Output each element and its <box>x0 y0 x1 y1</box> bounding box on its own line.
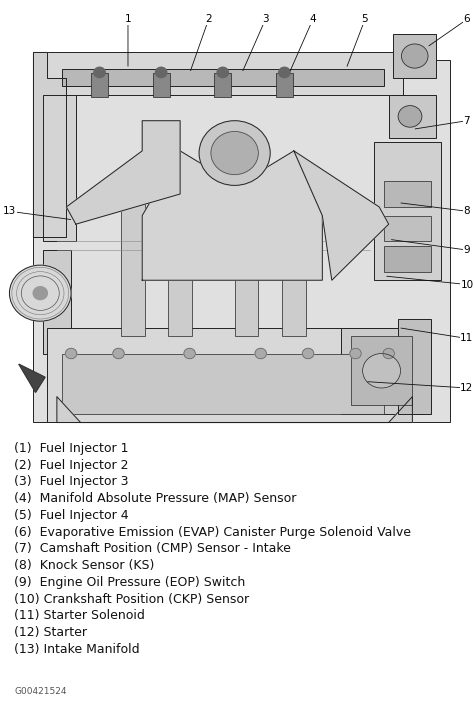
Bar <box>62 69 384 86</box>
Bar <box>62 353 384 414</box>
Circle shape <box>401 44 428 68</box>
Circle shape <box>398 106 422 127</box>
Bar <box>341 327 422 414</box>
Polygon shape <box>66 121 180 224</box>
Polygon shape <box>57 397 412 423</box>
Circle shape <box>113 348 124 359</box>
Text: 2: 2 <box>205 15 212 25</box>
Text: 9: 9 <box>464 245 470 255</box>
Bar <box>389 95 436 138</box>
Bar <box>91 74 108 97</box>
Circle shape <box>279 67 290 78</box>
Circle shape <box>363 353 401 388</box>
Bar <box>33 60 450 423</box>
Text: (11) Starter Solenoid: (11) Starter Solenoid <box>14 609 145 622</box>
Bar <box>235 198 258 336</box>
Text: (7)  Camshaft Position (CMP) Sensor - Intake: (7) Camshaft Position (CMP) Sensor - Int… <box>14 543 291 555</box>
Circle shape <box>383 348 394 359</box>
Text: 8: 8 <box>464 206 470 216</box>
Text: (9)  Engine Oil Pressure (EOP) Switch: (9) Engine Oil Pressure (EOP) Switch <box>14 576 246 589</box>
Text: 1: 1 <box>125 15 131 25</box>
Bar <box>121 198 145 336</box>
Bar <box>374 142 441 280</box>
Text: 10: 10 <box>460 280 474 290</box>
Text: (10) Crankshaft Position (CKP) Sensor: (10) Crankshaft Position (CKP) Sensor <box>14 592 249 606</box>
Text: (8)  Knock Sensor (KS): (8) Knock Sensor (KS) <box>14 559 155 572</box>
Bar <box>47 327 403 423</box>
Circle shape <box>217 67 228 78</box>
Circle shape <box>350 348 361 359</box>
Polygon shape <box>294 151 389 280</box>
Bar <box>43 95 76 241</box>
Bar <box>384 181 431 207</box>
Text: (12) Starter: (12) Starter <box>14 626 87 639</box>
Text: 12: 12 <box>460 383 474 393</box>
Text: (1)  Fuel Injector 1: (1) Fuel Injector 1 <box>14 442 129 455</box>
Bar <box>384 246 431 271</box>
Text: 13: 13 <box>3 206 16 216</box>
Circle shape <box>199 121 270 185</box>
Circle shape <box>33 287 47 299</box>
Text: 7: 7 <box>464 116 470 125</box>
Bar <box>276 74 293 97</box>
Circle shape <box>255 348 266 359</box>
Bar <box>282 198 306 336</box>
Text: 11: 11 <box>460 334 474 343</box>
Text: 6: 6 <box>464 15 470 25</box>
Circle shape <box>211 132 258 175</box>
Bar <box>153 74 170 97</box>
Text: 5: 5 <box>362 15 368 25</box>
Circle shape <box>155 67 167 78</box>
Circle shape <box>9 265 71 321</box>
Bar <box>214 74 231 97</box>
Bar <box>43 250 71 353</box>
Bar <box>393 34 436 78</box>
Text: (5)  Fuel Injector 4: (5) Fuel Injector 4 <box>14 509 129 522</box>
Polygon shape <box>33 52 66 237</box>
Bar <box>47 52 403 95</box>
Text: (6)  Evaporative Emission (EVAP) Canister Purge Solenoid Valve: (6) Evaporative Emission (EVAP) Canister… <box>14 526 411 538</box>
Circle shape <box>184 348 195 359</box>
Circle shape <box>94 67 105 78</box>
Circle shape <box>65 348 77 359</box>
Circle shape <box>302 348 314 359</box>
Text: G00421524: G00421524 <box>14 687 67 696</box>
Text: (2)  Fuel Injector 2: (2) Fuel Injector 2 <box>14 458 129 472</box>
Text: 4: 4 <box>310 15 316 25</box>
Polygon shape <box>19 365 45 393</box>
Text: (13) Intake Manifold: (13) Intake Manifold <box>14 643 140 656</box>
Bar <box>384 216 431 241</box>
Bar <box>351 336 412 405</box>
Bar <box>398 319 431 414</box>
Text: (3)  Fuel Injector 3: (3) Fuel Injector 3 <box>14 475 129 489</box>
Polygon shape <box>142 151 322 280</box>
Bar <box>168 198 192 336</box>
Text: (4)  Manifold Absolute Pressure (MAP) Sensor: (4) Manifold Absolute Pressure (MAP) Sen… <box>14 492 297 505</box>
Text: 3: 3 <box>262 15 269 25</box>
